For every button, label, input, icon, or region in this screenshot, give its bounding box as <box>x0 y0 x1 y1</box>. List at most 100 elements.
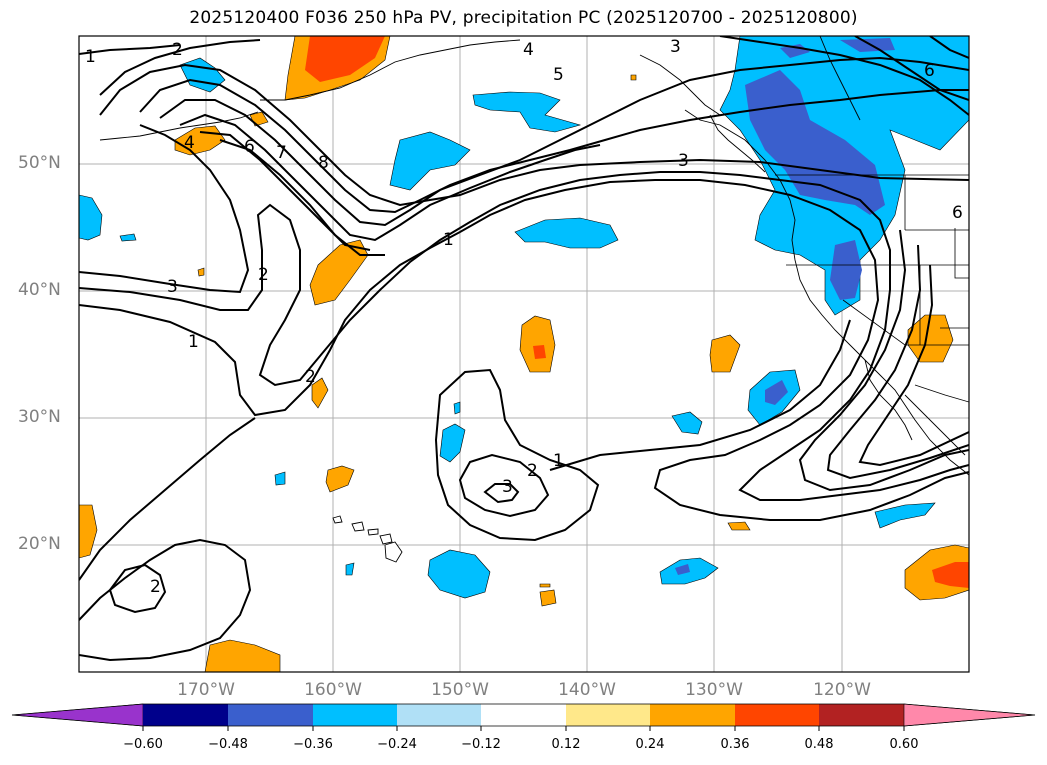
colorbar-segment-3 <box>313 704 397 726</box>
lon-label-140w: 140°W <box>558 680 616 700</box>
island-oahu <box>351 521 365 532</box>
pv-contour-south-lower <box>79 538 252 662</box>
pv-contour-east-inner-2 <box>826 244 969 480</box>
precip-strong-negative-northeast <box>840 38 895 52</box>
pv-contour-2-west <box>79 171 969 501</box>
colorbar-label: −0.12 <box>461 737 501 752</box>
contour-label: 2 <box>258 265 269 285</box>
map-title: 2025120400 F036 250 hPa PV, precipitatio… <box>189 8 858 28</box>
precip-negative-gulf <box>472 91 582 133</box>
colorbar-ticks <box>142 726 905 731</box>
precip-negative-east-pacific <box>514 217 619 249</box>
precip-positive-east-central <box>709 334 741 373</box>
colorbar-segment-8 <box>735 704 819 726</box>
precip-positive-small-east <box>727 521 751 531</box>
contour-label: 1 <box>85 47 96 67</box>
contour-label: 2 <box>527 461 538 481</box>
lon-label-160w: 160°W <box>304 680 362 700</box>
precip-positive-central <box>519 315 556 373</box>
precip-negative-dateline <box>79 194 103 241</box>
pv-contour-6 <box>179 113 601 242</box>
precip-strong-negative-inland <box>830 240 862 300</box>
coast-alaska-panhandle <box>639 54 721 116</box>
lon-label-150w: 150°W <box>431 680 489 700</box>
pv-contour-5 <box>159 56 969 227</box>
pv-contour-labels: 1 2 4 6 7 8 4 5 3 1 3 2 3 1 2 1 2 3 6 6 … <box>85 37 963 597</box>
contour-label: 2 <box>172 40 183 60</box>
island-big-island <box>384 541 403 563</box>
contour-label: 2 <box>305 367 316 387</box>
precip-positive-midlat <box>311 377 329 409</box>
colorbar-segment-2 <box>228 704 313 726</box>
precip-negative-tiny-2 <box>274 471 286 486</box>
contour-label: 8 <box>318 153 329 173</box>
pv-contour-2-north <box>99 39 261 96</box>
precip-positive-south-west <box>204 639 281 672</box>
colorbar-extend-high <box>903 703 1036 727</box>
colorbar-segment-6 <box>566 704 650 726</box>
lon-label-120w: 120°W <box>813 680 871 700</box>
contour-label: 3 <box>678 151 689 171</box>
precip-positive-small-south <box>539 589 557 607</box>
precip-positive-mexico <box>907 314 954 363</box>
colorbar-label: 0.48 <box>804 737 834 752</box>
precip-negative-mid <box>671 411 703 435</box>
pv-contour-1-west <box>79 179 969 521</box>
pv-contours <box>79 36 969 662</box>
pv-contour-high <box>719 36 969 116</box>
contour-label: 1 <box>443 230 454 250</box>
coast-alaska-south <box>260 39 521 101</box>
coast-north-america <box>684 109 969 476</box>
colorbar-label: 0.12 <box>551 737 581 752</box>
pv-contour-east-1 <box>854 36 969 101</box>
pv-contour-2-south-loop <box>108 563 167 614</box>
contour-label: 6 <box>924 61 935 81</box>
colorbar <box>11 703 1036 731</box>
contour-label: 4 <box>523 40 534 60</box>
island-maui <box>379 533 393 545</box>
map-border <box>78 35 970 673</box>
colorbar-label: −0.24 <box>377 737 417 752</box>
precip-strong-positive-southeast <box>932 562 969 588</box>
pv-contour-1-southeast <box>549 319 851 471</box>
colorbar-label: −0.48 <box>208 737 248 752</box>
island-kauai <box>332 515 343 524</box>
border-us-mexico <box>914 384 969 403</box>
pv-contour-1-north <box>79 44 181 55</box>
precip-negative-subtropics <box>874 502 936 529</box>
pv-contour-hawaii-3 <box>483 483 520 504</box>
pv-contour-8 <box>219 139 385 256</box>
pv-contour-east-inner <box>798 229 969 492</box>
lon-label-170w: 170°W <box>177 680 235 700</box>
precip-negative-hawaii-small <box>453 401 461 415</box>
colorbar-segment-1 <box>143 704 228 726</box>
contour-label: 2 <box>150 577 161 597</box>
precip-negative-small <box>119 233 137 242</box>
precip-positive-tiny-east <box>630 74 637 81</box>
colorbar-label: 0.24 <box>635 737 665 752</box>
colorbar-label: −0.36 <box>293 737 333 752</box>
colorbar-segment-7 <box>650 704 735 726</box>
pv-contour-4 <box>139 78 969 214</box>
precip-strong-negative-baja <box>765 380 788 405</box>
pv-contour-7 <box>199 131 371 251</box>
precip-negative-hawaii-n <box>439 423 466 463</box>
contour-label: 1 <box>188 332 199 352</box>
contour-label: 3 <box>670 37 681 57</box>
pv-contour-hawaii-1 <box>434 368 600 542</box>
colorbar-extend-low <box>11 703 144 727</box>
precip-strong-negative-south-east <box>675 564 690 575</box>
colorbar-label: 0.36 <box>720 737 750 752</box>
lat-label-30n: 30°N <box>18 407 61 427</box>
pv-contour-south <box>79 417 256 581</box>
colorbar-label: −0.60 <box>123 737 163 752</box>
border-us-state-4 <box>954 228 969 279</box>
lat-label-40n: 40°N <box>18 280 61 300</box>
precip-positive-dateline-south <box>79 504 98 559</box>
colorbar-segment-4 <box>397 704 481 726</box>
lat-label-20n: 20°N <box>18 534 61 554</box>
contour-label: 3 <box>502 477 513 497</box>
pv-contour-east-inner-3 <box>858 264 969 467</box>
precip-negative-tiny-1 <box>345 562 355 576</box>
